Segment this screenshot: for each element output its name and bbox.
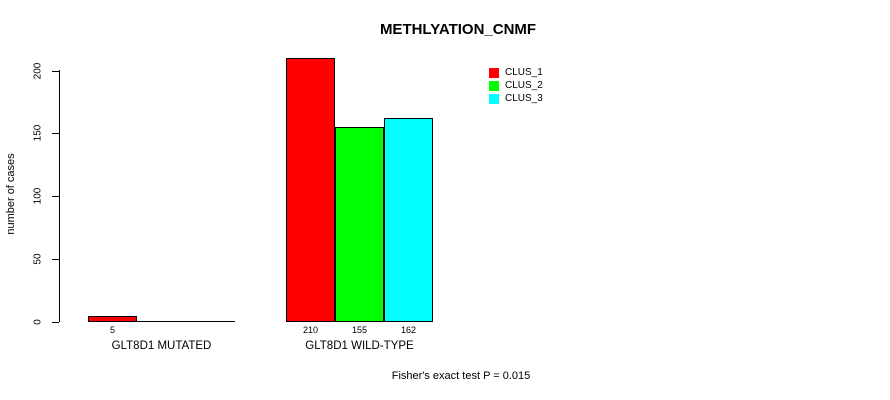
- group-baseline-glt8d1-mutated: [88, 321, 235, 322]
- y-axis-tick-label: 0: [32, 319, 44, 325]
- legend-item-clus-3: CLUS_3: [489, 92, 543, 105]
- bar-value-label-clus-2-glt8d1-wild-type: 155: [351, 325, 368, 335]
- y-axis-tick: [52, 196, 59, 197]
- bar-value-label-clus-1-glt8d1-mutated: 5: [109, 325, 116, 335]
- legend-swatch-clus-3: [489, 93, 499, 104]
- category-label-glt8d1-mutated: GLT8D1 MUTATED: [111, 340, 212, 352]
- y-axis-tick-label: 200: [32, 62, 44, 79]
- legend-label-clus-1: CLUS_1: [505, 67, 543, 78]
- bar-clus-2-glt8d1-wild-type: [335, 127, 384, 322]
- y-axis-tick-label: 50: [32, 253, 44, 265]
- legend-label-clus-2: CLUS_2: [505, 80, 543, 91]
- category-label-glt8d1-wild-type: GLT8D1 WILD-TYPE: [305, 340, 414, 352]
- fisher-test-annotation: Fisher's exact test P = 0.015: [391, 370, 531, 382]
- bar-clus-1-glt8d1-wild-type: [286, 58, 335, 322]
- y-axis-tick: [52, 259, 59, 260]
- bar-clus-3-glt8d1-wild-type: [384, 118, 433, 322]
- bar-value-label-clus-3-glt8d1-wild-type: 162: [400, 325, 417, 335]
- legend-swatch-clus-1: [489, 67, 499, 78]
- y-axis-line: [59, 70, 60, 322]
- y-axis-label: number of cases: [5, 153, 17, 235]
- legend-item-clus-1: CLUS_1: [489, 66, 543, 79]
- bar-clus-1-glt8d1-mutated: [88, 316, 137, 322]
- legend-item-clus-2: CLUS_2: [489, 79, 543, 92]
- bar-value-label-clus-1-glt8d1-wild-type: 210: [302, 325, 319, 335]
- y-axis-tick: [52, 322, 59, 323]
- legend-swatch-clus-2: [489, 80, 499, 91]
- chart-title: METHLYATION_CNMF: [379, 21, 537, 38]
- legend: CLUS_1 CLUS_2 CLUS_3: [489, 66, 543, 105]
- y-axis-tick-label: 100: [32, 187, 44, 205]
- y-axis-tick: [52, 133, 59, 134]
- legend-label-clus-3: CLUS_3: [505, 93, 543, 104]
- y-axis-tick: [52, 71, 59, 72]
- y-axis-tick-label: 150: [32, 125, 44, 142]
